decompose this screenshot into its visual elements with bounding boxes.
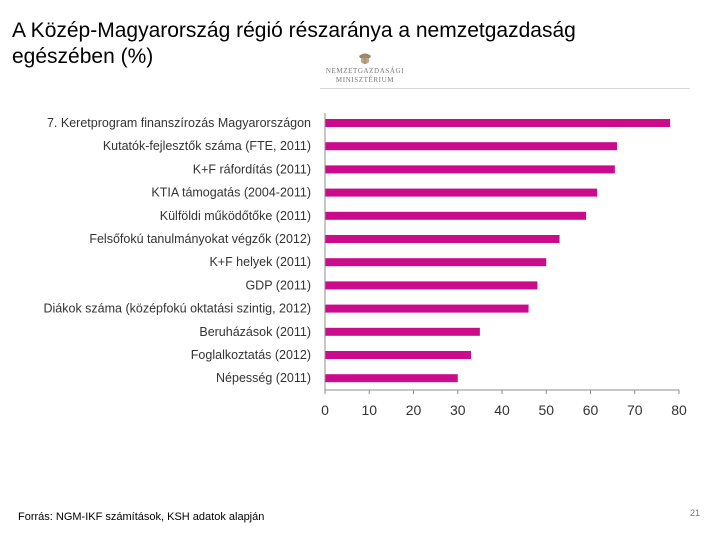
category-label: K+F helyek (2011) [209, 255, 311, 269]
logo-line-1: NEMZETGAZDASÁGI [325, 67, 405, 75]
bar [325, 211, 587, 220]
category-label: KTIA támogatás (2004-2011) [151, 186, 311, 200]
category-label: 7. Keretprogram finanszírozás Magyarorsz… [47, 116, 311, 130]
bar [325, 351, 472, 359]
x-tick-label: 0 [321, 402, 329, 418]
category-label: Külföldi működőtőke (2011) [160, 209, 311, 223]
coat-of-arms-icon [359, 53, 371, 64]
bar [325, 281, 538, 290]
x-tick-label: 70 [627, 402, 643, 418]
bar [325, 235, 560, 243]
header-divider [320, 88, 690, 89]
bar [325, 374, 458, 383]
x-tick-label: 60 [583, 402, 599, 418]
bar [325, 142, 618, 151]
bar [325, 119, 671, 127]
category-label: Beruházások (2011) [199, 325, 311, 339]
category-label: Foglalkoztatás (2012) [191, 348, 311, 362]
page-number: 21 [689, 508, 700, 518]
category-label: Kutatók-fejlesztők száma (FTE, 2011) [103, 139, 311, 153]
category-label: K+F ráfordítás (2011) [193, 162, 311, 176]
x-tick-label: 40 [494, 402, 510, 418]
category-label: Népesség (2011) [216, 371, 311, 385]
x-tick-label: 50 [538, 402, 554, 418]
page-title: A Közép-Magyarország régió részaránya a … [12, 19, 576, 68]
bar [325, 188, 598, 197]
bar [325, 304, 529, 313]
ministry-logo: NEMZETGAZDASÁGI MINISZTÉRIUM [320, 50, 410, 90]
bar [325, 327, 480, 336]
x-tick-label: 20 [406, 402, 422, 418]
category-label: GDP (2011) [245, 278, 311, 292]
bar-chart: 7. Keretprogram finanszírozás Magyarorsz… [44, 113, 687, 418]
source-note: Forrás: NGM-IKF számítások, KSH adatok a… [18, 511, 265, 523]
category-label: Felsőfokú tanulmányokat végzők (2012) [89, 232, 311, 246]
bar [325, 258, 547, 267]
x-tick-label: 30 [450, 402, 466, 418]
logo-line-2: MINISZTÉRIUM [335, 76, 395, 84]
x-tick-label: 10 [361, 402, 377, 418]
x-tick-label: 80 [671, 402, 687, 418]
bar [325, 165, 615, 174]
category-label: Diákok száma (középfokú oktatási szintig… [44, 302, 312, 316]
